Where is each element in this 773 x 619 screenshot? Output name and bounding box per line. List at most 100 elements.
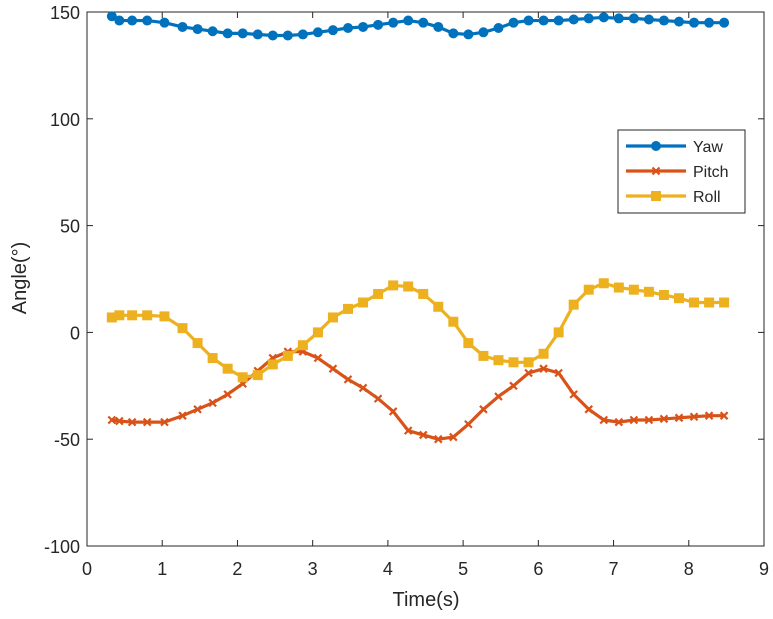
marker-stroke: [479, 405, 488, 414]
legend-label-roll: Roll: [693, 189, 721, 206]
roll-point: [523, 357, 534, 368]
roll-point: [252, 370, 263, 381]
marker-stroke: [539, 364, 548, 373]
yaw-point: [373, 19, 384, 30]
series-yaw: [106, 11, 730, 41]
x-tick-label: 2: [232, 559, 242, 579]
pitch-point: [599, 415, 609, 425]
y-tick-label: -100: [44, 537, 80, 557]
pitch-point: [509, 381, 518, 391]
y-tick-label: 50: [60, 217, 80, 237]
legend-marker-pitch: [651, 166, 661, 176]
roll-point: [553, 327, 564, 338]
roll-point: [267, 359, 278, 370]
pitch-point: [328, 364, 338, 373]
pitch-point: [115, 416, 124, 426]
legend-item-roll: Roll: [626, 189, 721, 206]
yaw-point: [192, 24, 203, 35]
yaw-point: [628, 13, 639, 24]
roll-line: [111, 281, 725, 379]
pitch-point: [178, 411, 187, 420]
x-tick-label: 5: [458, 559, 468, 579]
pitch-point: [358, 383, 368, 393]
roll-point: [177, 323, 188, 334]
series-pitch: [107, 347, 729, 444]
pitch-point: [569, 390, 578, 399]
marker-stroke: [388, 407, 398, 416]
pitch-point: [464, 419, 473, 429]
marker-stroke: [358, 383, 368, 393]
pitch-point: [689, 412, 699, 422]
x-tick-label: 0: [82, 559, 92, 579]
roll-point: [297, 340, 308, 351]
series-roll: [106, 278, 730, 383]
marker-stroke: [418, 430, 428, 440]
roll-point: [463, 338, 474, 349]
yaw-point: [478, 27, 489, 38]
roll-point: [373, 288, 384, 299]
yaw-point: [114, 15, 125, 26]
roll-point: [448, 316, 459, 327]
yaw-point: [613, 13, 624, 24]
roll-point: [568, 299, 579, 310]
roll-point: [658, 290, 669, 301]
marker-stroke: [343, 375, 353, 384]
legend-label-yaw: Yaw: [693, 139, 723, 156]
pitch-point: [479, 405, 488, 414]
roll-point: [207, 353, 218, 364]
yaw-point: [252, 29, 263, 40]
pitch-point: [614, 417, 624, 427]
pitch-point: [659, 414, 669, 424]
x-tick-label: 4: [383, 559, 393, 579]
x-tick-label: 9: [759, 559, 769, 579]
marker-stroke: [524, 368, 533, 378]
pitch-point: [373, 394, 383, 403]
marker-stroke: [115, 416, 124, 426]
x-tick-label: 7: [609, 559, 619, 579]
pitch-point: [629, 415, 639, 425]
roll-point: [613, 282, 624, 293]
x-tick-label: 1: [157, 559, 167, 579]
marker-stroke: [127, 417, 137, 427]
roll-point: [237, 372, 248, 383]
y-tick-label: 150: [50, 3, 80, 23]
yaw-point: [719, 17, 730, 28]
pitch-point: [494, 392, 503, 401]
yaw-point: [643, 14, 654, 25]
y-tick-label: 100: [50, 110, 80, 130]
roll-point: [327, 312, 338, 323]
x-tick-label: 8: [684, 559, 694, 579]
pitch-point: [343, 375, 353, 384]
pitch-point: [449, 432, 458, 442]
marker-stroke: [464, 419, 473, 429]
roll-point: [403, 281, 414, 292]
yaw-point: [327, 25, 338, 36]
yaw-point: [388, 17, 399, 28]
marker-stroke: [328, 364, 338, 373]
pitch-point: [719, 411, 729, 420]
roll-point: [628, 284, 639, 295]
y-tick-label: -50: [54, 430, 80, 450]
marker-stroke: [651, 166, 661, 176]
legend-label-pitch: Pitch: [693, 164, 729, 181]
roll-point: [282, 350, 293, 361]
yaw-point: [538, 15, 549, 26]
yaw-point: [418, 17, 429, 28]
roll-point: [643, 286, 654, 297]
roll-point: [222, 363, 233, 374]
x-tick-label: 6: [533, 559, 543, 579]
yaw-point: [689, 17, 700, 28]
yaw-point: [403, 15, 414, 26]
marker-stroke: [313, 353, 323, 363]
yaw-point: [568, 14, 579, 25]
marker-stroke: [193, 405, 202, 414]
yaw-point: [222, 28, 233, 39]
pitch-point: [539, 364, 548, 373]
roll-point: [388, 280, 399, 291]
roll-point: [538, 348, 549, 359]
yaw-point: [312, 27, 323, 38]
pitch-point: [403, 426, 413, 435]
marker-stroke: [434, 434, 443, 444]
roll-point: [704, 297, 715, 308]
marker-stroke: [373, 394, 383, 403]
